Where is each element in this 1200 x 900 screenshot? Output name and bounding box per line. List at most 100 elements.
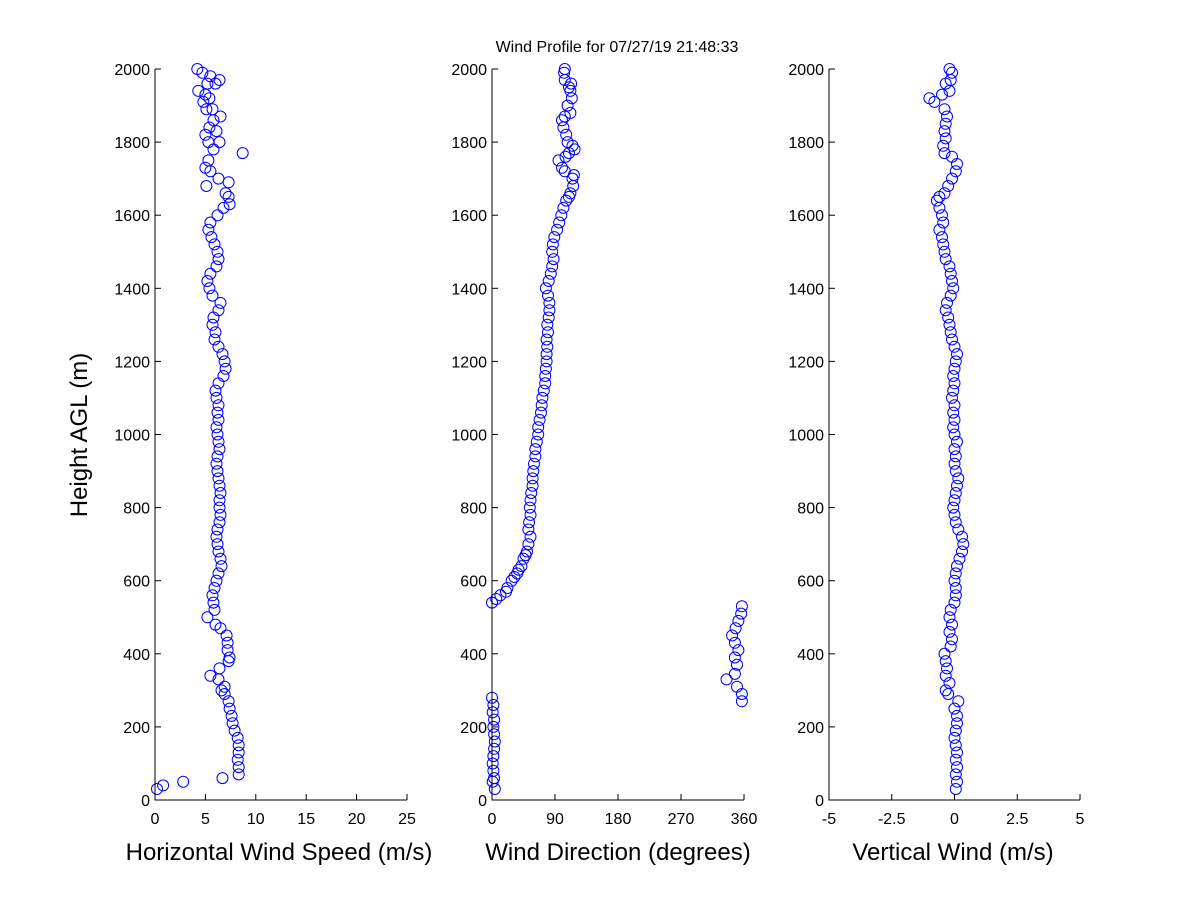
vertical-point-93	[939, 117, 952, 130]
speed-point-43	[213, 501, 226, 514]
direction-point-14	[735, 695, 748, 708]
vertical-ytick-label-3: 600	[797, 574, 824, 591]
vertical-point-81	[930, 194, 943, 207]
direction-point-42	[524, 530, 537, 543]
vertical-point-59	[949, 355, 962, 368]
direction-point-86	[555, 209, 568, 222]
direction-ytick-label-3: 600	[460, 574, 487, 591]
direction-point-34	[508, 571, 521, 583]
vertical-point-34	[957, 538, 970, 551]
speed-point-37	[212, 545, 225, 558]
direction-point-9	[487, 720, 500, 733]
speed-point-89	[200, 180, 213, 192]
direction-point-32	[501, 582, 514, 594]
speed-ytick-label-9: 1800	[114, 135, 150, 152]
vertical-x-axis: -5 -2.5 0 2.5 5	[822, 794, 1085, 828]
vertical-point-45	[948, 457, 961, 470]
speed-point-104	[206, 103, 219, 116]
direction-point-44	[523, 516, 536, 529]
speed-point-59	[209, 384, 222, 397]
direction-point-71	[541, 318, 554, 331]
vertical-point-5	[951, 746, 963, 759]
speed-point-21	[222, 655, 235, 668]
direction-point-73	[543, 304, 556, 317]
vertical-point-70	[946, 275, 958, 287]
speed-point-38	[211, 538, 224, 551]
direction-point-54	[529, 443, 542, 456]
speed-point-24	[221, 636, 234, 649]
speed-point-33	[210, 574, 223, 587]
speed-point-47	[212, 472, 225, 485]
direction-ytick-label-2: 400	[460, 647, 487, 664]
speed-point-95	[207, 143, 220, 156]
vertical-point-21	[946, 633, 958, 646]
speed-point-50	[211, 450, 224, 463]
vertical-point-35	[956, 530, 968, 543]
vertical-point-80	[933, 201, 946, 214]
direction-point-22	[728, 636, 741, 649]
direction-point-67	[540, 348, 553, 361]
speed-point-35	[215, 560, 228, 573]
speed-ytick-label-10: 2000	[114, 62, 150, 79]
direction-points	[486, 63, 748, 795]
speed-point-62	[219, 362, 232, 375]
direction-point-77	[542, 275, 555, 287]
vertical-point-88	[946, 150, 958, 163]
speed-point-100	[203, 121, 216, 134]
speed-xtick-label-2: 10	[247, 811, 265, 828]
vertical-point-98	[936, 88, 948, 101]
direction-xtick-label-1: 90	[546, 811, 564, 828]
vertical-xtick-label-4: 5	[1076, 811, 1085, 828]
speed-ytick-label-4: 800	[123, 501, 150, 518]
speed-point-19	[204, 669, 217, 682]
direction-panel: 0 200 400 600 800 1000 1200 1400 1600 1800 2000 0 9…	[451, 62, 757, 866]
speed-ytick-label-6: 1200	[114, 354, 150, 371]
direction-point-76	[539, 282, 552, 295]
speed-point-30	[207, 596, 220, 609]
speed-point-79	[208, 238, 221, 251]
speed-point-0	[151, 783, 163, 795]
direction-ytick-label-0: 0	[478, 793, 487, 810]
speed-y-axis: 0 200 400 600 800 1000 1200 1400 1600 1800 2000	[114, 62, 161, 810]
speed-point-57	[212, 399, 225, 412]
direction-point-74	[543, 296, 556, 309]
speed-point-15	[218, 688, 231, 700]
vertical-point-20	[944, 640, 957, 653]
speed-point-69	[207, 311, 220, 324]
direction-x-label: Wind Direction (degrees)	[485, 839, 750, 866]
speed-point-45	[214, 487, 227, 499]
direction-point-108	[565, 92, 578, 105]
vertical-ytick-label-0: 0	[815, 793, 824, 810]
vertical-point-19	[938, 647, 951, 660]
direction-point-97	[559, 150, 572, 163]
speed-point-9	[231, 731, 244, 744]
speed-point-84	[217, 201, 230, 214]
speed-point-64	[216, 348, 229, 361]
direction-point-83	[548, 231, 561, 244]
speed-point-54	[210, 421, 223, 434]
direction-point-94	[558, 165, 571, 178]
speed-point-4	[232, 768, 245, 781]
direction-point-53	[529, 450, 542, 463]
direction-point-57	[532, 421, 545, 434]
speed-point-72	[206, 289, 219, 302]
direction-point-0	[488, 783, 501, 795]
direction-point-6	[488, 742, 501, 755]
speed-point-103	[200, 103, 213, 116]
vertical-point-64	[943, 318, 956, 331]
vertical-ytick-label-9: 1800	[788, 135, 824, 152]
direction-point-24	[729, 622, 742, 635]
vertical-point-0	[949, 783, 962, 795]
speed-point-3	[216, 772, 229, 785]
direction-point-56	[532, 428, 545, 441]
direction-point-79	[546, 260, 559, 273]
vertical-point-102	[946, 66, 958, 79]
speed-ytick-label-2: 400	[123, 647, 150, 664]
direction-point-16	[731, 680, 743, 693]
vertical-point-87	[951, 158, 963, 170]
speed-point-8	[232, 739, 245, 752]
direction-point-8	[488, 728, 501, 741]
vertical-ytick-label-10: 2000	[788, 62, 824, 79]
direction-point-99	[568, 143, 581, 156]
speed-point-98	[199, 128, 212, 141]
